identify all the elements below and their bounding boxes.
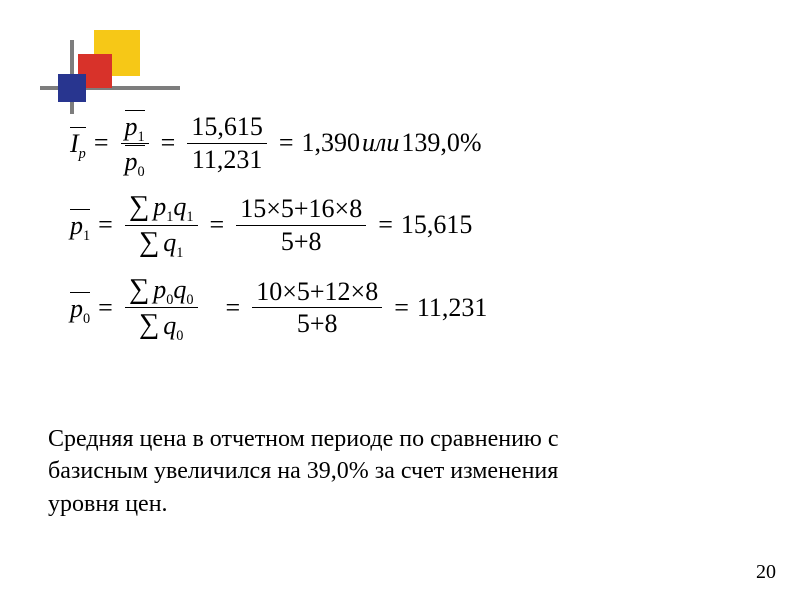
equation-2: p1 = ∑ p1q1 ∑ q1 = 15×5+16×8 5+8 = 15,61… [70,191,760,260]
formula-block: Ip = p1 p0 = 15,615 11,231 = 1,390или139… [70,110,760,356]
caption-text: Средняя цена в отчетном периоде по сравн… [48,423,740,520]
equation-3: p0 = ∑ p0q0 ∑ q0 = 10×5+12×8 5+8 = 11,23… [70,274,760,343]
equation-1: Ip = p1 p0 = 15,615 11,231 = 1,390или139… [70,110,760,177]
page-number: 20 [756,561,776,584]
slide-logo [40,30,200,120]
